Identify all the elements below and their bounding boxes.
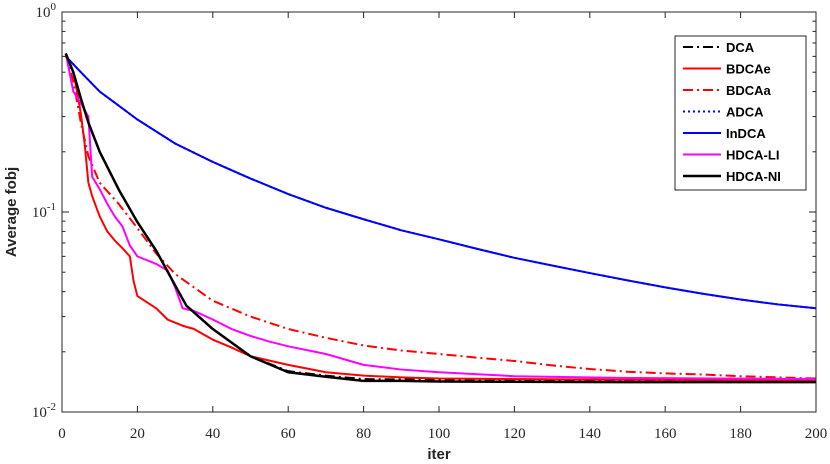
legend-label-hdca-li: HDCA-LI <box>726 148 779 163</box>
legend-label-bdcae: BDCAe <box>726 62 771 77</box>
legend-label-indca: InDCA <box>726 126 766 141</box>
y-axis-title: Average fobj <box>3 167 20 257</box>
x-tick-label: 60 <box>281 426 296 442</box>
series-line-bdcaa <box>64 53 817 380</box>
series-line-hdca-li <box>64 53 817 381</box>
legend-label-bdcaa: BDCAa <box>726 83 772 98</box>
x-tick-label: 80 <box>356 426 371 442</box>
x-axis-title: iter <box>427 446 451 463</box>
legend-box <box>674 35 807 191</box>
y-axis-ticks: 100 10-1 10-2 <box>32 1 816 421</box>
series-layer <box>64 53 817 384</box>
series-line-bdcae <box>64 53 817 382</box>
legend: DCA BDCAe BDCAa ADCA InDCA HDCA-LI HDCA-NI <box>674 35 807 191</box>
x-tick-label: 40 <box>205 426 220 442</box>
series-line-indca <box>65 55 817 310</box>
x-tick-label: 160 <box>654 426 677 442</box>
series-line-hdca-ni <box>64 53 816 384</box>
x-tick-label: 120 <box>503 426 526 442</box>
y-tick-label: 10-1 <box>32 201 56 221</box>
x-tick-label: 20 <box>130 426 145 442</box>
x-tick-label: 100 <box>428 426 451 442</box>
y-tick-label: 10-2 <box>32 401 56 421</box>
x-tick-label: 180 <box>729 426 752 442</box>
x-tick-label: 200 <box>805 426 828 442</box>
x-axis-ticks: 0 20 40 60 80 100 120 140 160 180 200 <box>58 12 827 442</box>
y-tick-label: 100 <box>36 1 57 21</box>
legend-label-dca: DCA <box>726 40 755 55</box>
legend-label-adca: ADCA <box>726 105 764 120</box>
x-tick-label: 140 <box>579 426 602 442</box>
x-tick-label: 0 <box>58 426 66 442</box>
legend-label-hdca-ni: HDCA-NI <box>726 169 781 184</box>
